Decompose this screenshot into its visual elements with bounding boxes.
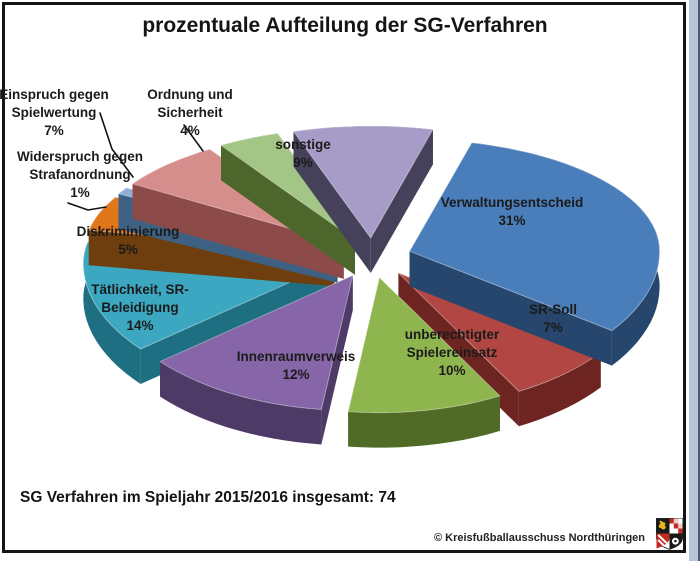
pie-slice-verwaltungsentscheid	[408, 142, 661, 332]
leader-line-ordnung-und-sicherheit	[183, 124, 204, 152]
slice-label-widerspruch-gegen-strafanordnung: Widerspruch gegen Strafanordnung 1%	[17, 148, 143, 202]
slice-label-line: Innenraumverweis	[236, 349, 356, 364]
pie-slice-unberechtigter-spielereinsatz-rim	[348, 395, 500, 448]
total-caption: SG Verfahren im Spieljahr 2015/2016 insg…	[20, 489, 396, 506]
slice-label-line: Ordnung und	[147, 87, 233, 102]
pie-slice-innenraumverweis	[159, 274, 354, 411]
slice-label-line: sonstige	[275, 137, 331, 152]
slice-label-line: Einspruch gegen	[0, 87, 109, 102]
leader-line-widerspruch-gegen-strafanordnung	[67, 202, 107, 211]
slice-label-verwaltungsentscheid: Verwaltungsentscheid 31%	[441, 194, 584, 230]
pie-slice-sonstige-group	[292, 125, 434, 273]
slice-label-line: Beleidigung	[101, 300, 179, 315]
slice-label-line: 5%	[118, 242, 138, 257]
slice-label-innenraumverweis: Innenraumverweis 12%	[237, 348, 356, 384]
pie-slice-diskriminierung-side0	[88, 230, 335, 287]
pie-slice-verwaltungsentscheid-side1	[409, 251, 612, 366]
slice-label-line: 4%	[180, 123, 200, 138]
slice-label-sonstige: sonstige 9%	[275, 136, 331, 172]
slice-label-line: SR-Soll	[528, 302, 578, 317]
pie-slice-unberechtigter-spielereinsatz	[347, 276, 501, 414]
right-edge-strip	[689, 0, 698, 561]
slice-label-line: 31%	[498, 213, 526, 228]
pie-slice-verwaltungsentscheid-group	[408, 142, 661, 366]
slice-label-line: unberechtigter	[404, 327, 500, 342]
slice-label-line: 7%	[44, 123, 64, 138]
slice-label-line: Spielwertung	[11, 105, 97, 120]
slice-label-line: 1%	[70, 185, 90, 200]
slice-label-sr-soll: SR-Soll 7%	[529, 301, 577, 337]
slice-label-line: 7%	[543, 320, 563, 335]
leader-line-einspruch-gegen-spielwertung	[99, 112, 134, 178]
slice-label-einspruch-gegen-spielwertung: Einspruch gegen Spielwertung 7%	[0, 86, 109, 140]
slice-label-ordnung-und-sicherheit: Ordnung und Sicherheit 4%	[147, 86, 232, 140]
pie-slice-taetlichkeit-sr-beleidigung-rim	[83, 242, 141, 384]
slice-label-line: Sicherheit	[157, 105, 223, 120]
pie-slice-innenraumverweis-group	[159, 274, 354, 445]
pie-slice-ordnung-und-sicherheit-side0	[221, 145, 355, 275]
right-edge-line	[698, 0, 700, 561]
slice-label-line: Verwaltungsentscheid	[440, 195, 584, 210]
slice-label-line: 14%	[126, 318, 154, 333]
slice-label-line: Spielereinsatz	[406, 345, 498, 360]
pie-slice-ordnung-und-sicherheit	[219, 132, 356, 241]
pie-slice-innenraumverweis-rim	[160, 361, 322, 445]
slice-label-line: 9%	[293, 155, 313, 170]
chart-title: prozentuale Aufteilung der SG-Verfahren	[142, 14, 548, 37]
slice-label-line: Tätlichkeit, SR-	[91, 282, 189, 297]
pie-slice-einspruch-gegen-spielwertung-side0	[132, 183, 344, 279]
slice-label-line: Diskriminierung	[76, 224, 180, 239]
slice-label-line: 10%	[438, 363, 466, 378]
pie-slice-sonstige-side0	[293, 131, 371, 273]
pie-slice-unberechtigter-spielereinsatz-group	[347, 276, 501, 448]
pie-slice-sonstige	[292, 125, 434, 239]
coat-of-arms-icon	[656, 518, 683, 550]
pie-slice-innenraumverweis-side0	[321, 275, 353, 445]
pie-slice-sonstige-side1	[370, 129, 433, 273]
slice-label-line: Widerspruch gegen	[17, 149, 143, 164]
slice-label-taetlichkeit-sr-beleidigung: Tätlichkeit, SR- Beleidigung 14%	[91, 281, 189, 335]
slice-label-diskriminierung: Diskriminierung 5%	[77, 223, 180, 259]
slice-label-line: Strafanordnung	[29, 167, 131, 182]
slice-label-unberechtigter-spielereinsatz: unberechtigter Spielereinsatz 10%	[405, 326, 500, 380]
footer-copyright: © Kreisfußballausschuss Nordthüringen	[433, 532, 645, 544]
slice-label-line: 12%	[282, 367, 310, 382]
